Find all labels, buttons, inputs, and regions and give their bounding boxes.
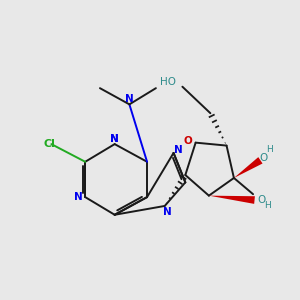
- Text: N: N: [125, 94, 134, 104]
- Text: H: H: [266, 146, 273, 154]
- Polygon shape: [209, 196, 255, 204]
- Text: N: N: [163, 207, 172, 217]
- Text: O: O: [184, 136, 193, 146]
- Text: N: N: [110, 134, 119, 144]
- Text: HO: HO: [160, 77, 176, 87]
- Polygon shape: [234, 157, 262, 178]
- Text: Cl: Cl: [44, 139, 56, 149]
- Text: O: O: [260, 153, 268, 163]
- Text: N: N: [175, 145, 183, 155]
- Text: H: H: [264, 201, 271, 210]
- Text: O: O: [257, 195, 265, 205]
- Text: N: N: [74, 192, 83, 202]
- Text: N: N: [110, 134, 119, 144]
